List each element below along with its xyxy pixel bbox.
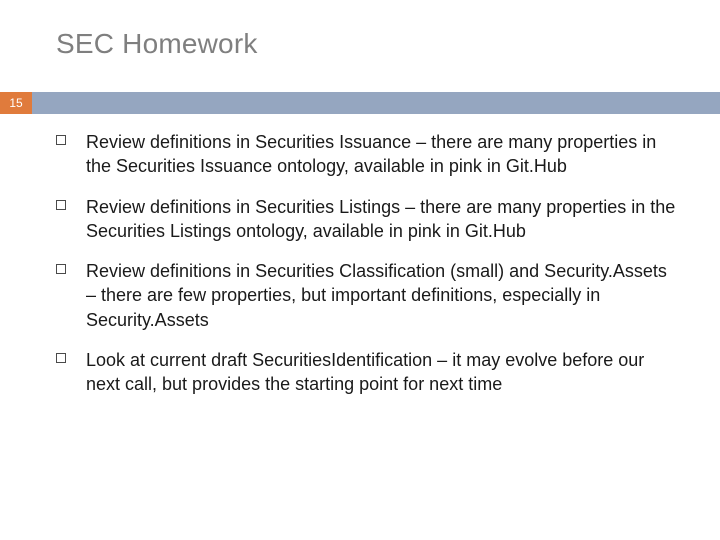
bullet-marker-icon [56, 353, 66, 363]
list-item: Review definitions in Securities Issuanc… [56, 130, 676, 179]
header-bar [32, 92, 720, 114]
list-item-text: Look at current draft SecuritiesIdentifi… [86, 348, 676, 397]
list-item: Review definitions in Securities Listing… [56, 195, 676, 244]
header-bar-row: 15 [0, 92, 720, 114]
bullet-list: Review definitions in Securities Issuanc… [56, 130, 676, 413]
list-item-text: Review definitions in Securities Classif… [86, 259, 676, 332]
bullet-marker-icon [56, 264, 66, 274]
list-item: Review definitions in Securities Classif… [56, 259, 676, 332]
bullet-marker-icon [56, 135, 66, 145]
list-item-text: Review definitions in Securities Listing… [86, 195, 676, 244]
slide-title: SEC Homework [56, 28, 258, 60]
slide-number-badge: 15 [0, 92, 32, 114]
bullet-marker-icon [56, 200, 66, 210]
list-item: Look at current draft SecuritiesIdentifi… [56, 348, 676, 397]
list-item-text: Review definitions in Securities Issuanc… [86, 130, 676, 179]
